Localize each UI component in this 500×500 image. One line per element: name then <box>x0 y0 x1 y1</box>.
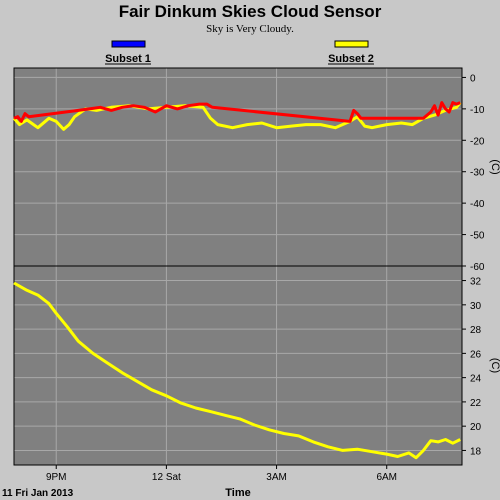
x-tick-label: 12 Sat <box>152 472 181 483</box>
series-line <box>13 101 461 123</box>
y-tick-label: 30 <box>470 301 482 312</box>
chart-title: Fair Dinkum Skies Cloud Sensor <box>118 2 382 21</box>
plot-border <box>13 265 463 466</box>
y-tick-label: 22 <box>470 398 482 409</box>
y-tick-label: 24 <box>470 374 482 385</box>
legend-label: Subset 1 <box>105 53 151 65</box>
x-tick-label: 9PM <box>46 472 67 483</box>
plot-area <box>14 266 462 465</box>
y-tick-label: 26 <box>470 349 482 360</box>
legend-swatch <box>111 40 146 48</box>
x-axis-title: Time <box>225 487 250 499</box>
y-axis-unit: (C) <box>489 159 500 174</box>
legend-label: Subset 2 <box>328 53 374 65</box>
y-tick-label: -60 <box>470 262 485 273</box>
legend: Subset 1 Subset 2 <box>105 40 374 65</box>
x-tick-label: 6AM <box>376 472 397 483</box>
date-label: 11 Fri Jan 2013 <box>2 488 74 499</box>
ambient-temperature-panel: 32 30 28 26 24 22 20 18 (C) <box>13 265 500 466</box>
legend-swatch <box>334 40 369 48</box>
series-line <box>13 281 461 460</box>
y-tick-label: -30 <box>470 168 485 179</box>
sky-temperature-panel: 0 -10 -20 -30 -40 -50 -60 (C) <box>12 67 500 273</box>
y-axis-unit: (C) <box>489 358 500 373</box>
y-tick-label: 0 <box>470 73 476 84</box>
y-tick-label: 20 <box>470 422 482 433</box>
y-tick-label: -20 <box>470 136 485 147</box>
series-line <box>12 101 462 131</box>
y-tick-label: 32 <box>470 277 482 288</box>
y-tick-label: -40 <box>470 199 485 210</box>
y-tick-label: -50 <box>470 231 485 242</box>
chart-subtitle: Sky is Very Cloudy. <box>206 23 294 35</box>
x-tick-label: 3AM <box>266 472 287 483</box>
plot-area <box>14 68 462 266</box>
y-tick-label: 28 <box>470 325 482 336</box>
x-axis: 9PM 12 Sat 3AM 6AM 11 Fri Jan 2013 Time <box>2 465 397 499</box>
y-tick-label: -10 <box>470 105 485 116</box>
y-tick-label: 18 <box>470 446 482 457</box>
